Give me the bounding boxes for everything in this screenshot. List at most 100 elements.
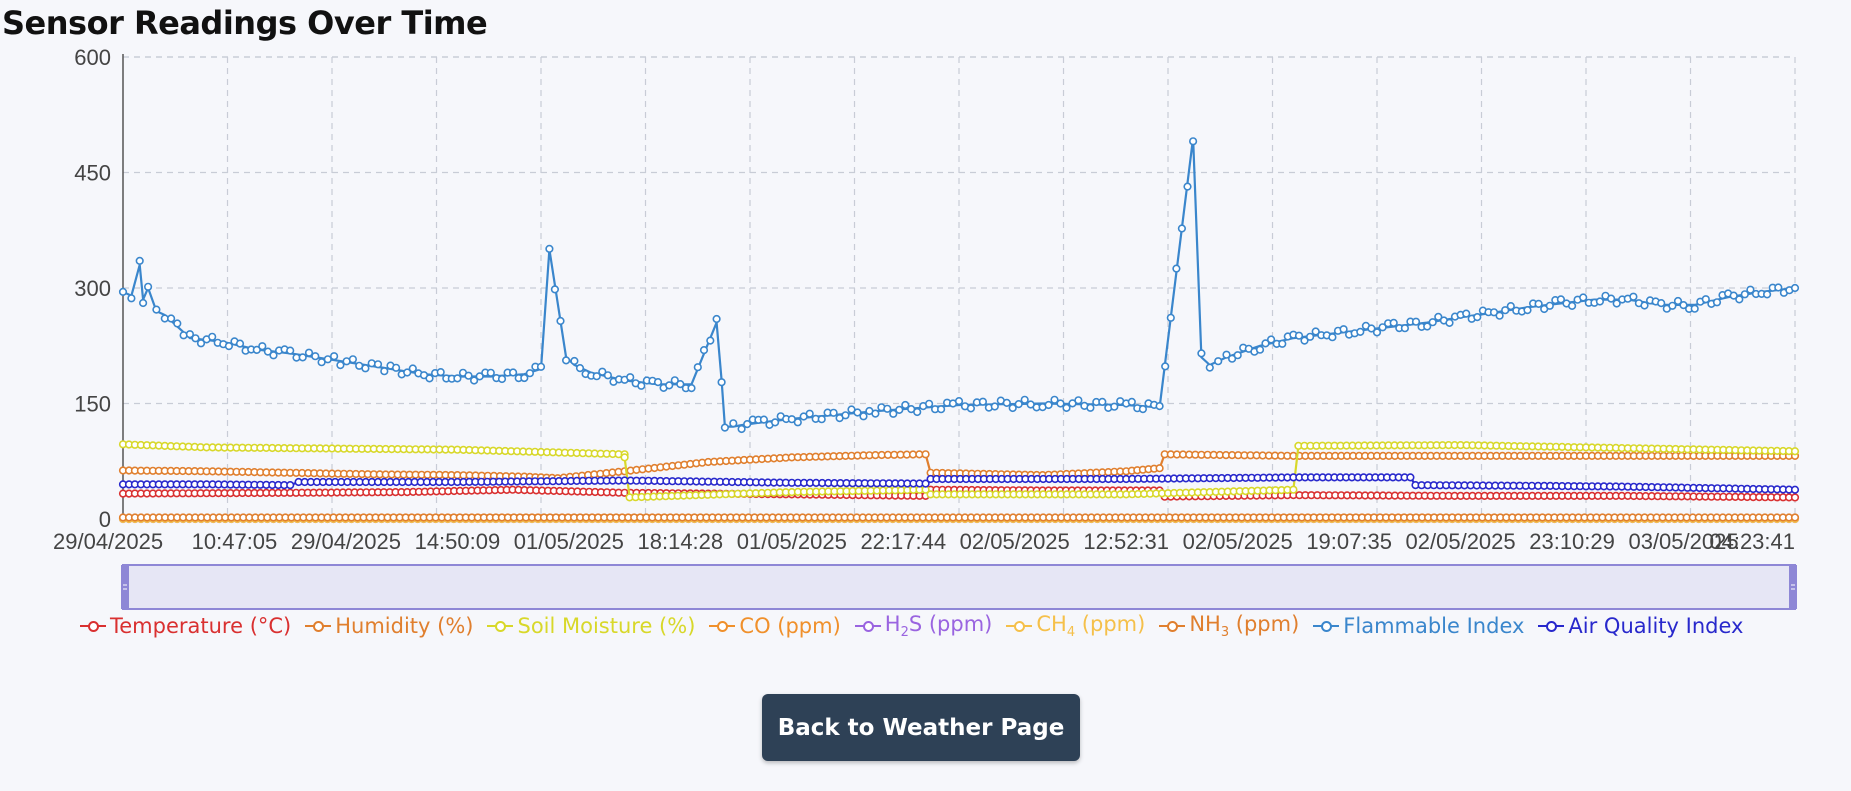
data-point: [1712, 298, 1722, 307]
data-point: [817, 415, 826, 424]
data-point: [1701, 295, 1710, 304]
data-point: [323, 355, 332, 364]
back-to-weather-button[interactable]: Back to Weather Page: [762, 694, 1080, 761]
data-point: [1098, 397, 1107, 407]
x-tick-label: 04:23:41: [1709, 529, 1795, 554]
legend-label: CH4 (ppm): [1036, 612, 1146, 641]
data-point: [1657, 299, 1666, 308]
x-tick-label: 03/05/2025: [1628, 529, 1738, 554]
data-point: [1673, 296, 1683, 306]
data-point: [1002, 398, 1011, 408]
data-point: [380, 367, 389, 376]
data-point: [699, 346, 709, 355]
legend-item[interactable]: Humidity (%): [305, 614, 473, 638]
data-point: [235, 339, 245, 348]
slider-track[interactable]: [122, 564, 1796, 610]
data-point: [139, 298, 148, 308]
data-point: [978, 397, 988, 406]
legend-item[interactable]: H2S (ppm): [854, 612, 992, 640]
data-point: [144, 282, 153, 291]
data-point: [453, 374, 462, 383]
data-point: [1423, 322, 1432, 331]
legend-item[interactable]: Soil Moisture (%): [487, 614, 695, 638]
data-point: [118, 287, 128, 297]
legend-label: Humidity (%): [335, 614, 474, 639]
data-point: [1740, 290, 1749, 299]
legend-item[interactable]: CH4 (ppm): [1006, 612, 1145, 640]
data-point: [1339, 325, 1348, 334]
legend-marker-icon: [1313, 619, 1340, 633]
y-tick-label: 150: [74, 392, 111, 417]
data-point: [687, 384, 696, 393]
y-tick-label: 300: [74, 276, 111, 301]
data-point: [525, 369, 535, 378]
data-point: [717, 378, 726, 387]
legend-marker-icon: [1006, 619, 1033, 633]
data-point: [561, 356, 571, 365]
data-point: [1506, 302, 1515, 311]
chart-legend: Temperature (°C) Humidity (%) Soil Moistur…: [80, 612, 1743, 640]
legend-item[interactable]: Air Quality Index: [1538, 614, 1743, 638]
x-tick-label: 18:14:28: [638, 529, 724, 554]
data-point: [545, 244, 554, 253]
data-point: [1127, 397, 1136, 407]
data-point: [787, 415, 796, 424]
x-tick-label: 02/05/2025: [960, 529, 1070, 554]
y-tick-label: 0: [99, 507, 111, 532]
legend-item[interactable]: CO (ppm): [709, 614, 841, 639]
data-point: [592, 372, 601, 381]
data-point: [1640, 301, 1649, 310]
data-point: [1328, 333, 1337, 342]
data-point: [1389, 318, 1398, 328]
data-point: [1534, 299, 1543, 309]
data-point: [1746, 285, 1755, 294]
data-point: [1378, 323, 1387, 332]
data-point: [729, 419, 738, 428]
data-point: [1668, 301, 1677, 310]
legend-label: Air Quality Index: [1568, 614, 1744, 639]
data-point: [436, 368, 445, 377]
data-point: [924, 399, 934, 408]
data-point: [1205, 363, 1214, 372]
x-tick-label: 02/05/2025: [1183, 529, 1293, 554]
data-point: [1556, 295, 1565, 304]
legend-label: Flammable Index: [1343, 614, 1525, 639]
slider-handle-right[interactable]: [1789, 565, 1797, 609]
data-point: [706, 336, 715, 345]
data-point: [1790, 447, 1800, 456]
data-point: [263, 347, 273, 356]
data-point: [179, 331, 188, 340]
legend-item[interactable]: Flammable Index: [1313, 614, 1524, 638]
data-point: [508, 368, 518, 377]
data-point: [1762, 290, 1772, 299]
data-point: [921, 450, 930, 459]
page-title: Sensor Readings Over Time: [2, 4, 488, 42]
legend-label: Soil Moisture (%): [517, 614, 696, 639]
data-point: [1489, 308, 1499, 317]
slider-handle-left[interactable]: [121, 565, 129, 609]
data-point: [1790, 493, 1800, 502]
data-point: [665, 381, 674, 390]
data-point: [224, 342, 233, 351]
legend-item[interactable]: Temperature (°C): [80, 614, 291, 638]
data-point: [1372, 328, 1382, 337]
data-point: [258, 342, 267, 351]
data-point: [361, 364, 370, 373]
data-point: [1400, 324, 1409, 333]
data-point: [954, 397, 964, 406]
data-point: [1411, 317, 1421, 326]
data-zoom-slider[interactable]: [121, 564, 1797, 610]
data-point: [1790, 283, 1800, 293]
data-point: [556, 316, 565, 326]
data-point: [1612, 299, 1621, 308]
data-point: [536, 362, 546, 371]
data-point: [464, 371, 473, 380]
x-tick-label: 14:50:09: [415, 529, 501, 554]
data-point: [1183, 182, 1192, 191]
legend-item[interactable]: NH3 (ppm): [1159, 612, 1299, 640]
data-point: [497, 374, 507, 384]
data-point: [1406, 473, 1415, 482]
data-point: [570, 356, 579, 366]
legend-label: CO (ppm): [739, 614, 841, 639]
data-point: [1790, 485, 1800, 494]
